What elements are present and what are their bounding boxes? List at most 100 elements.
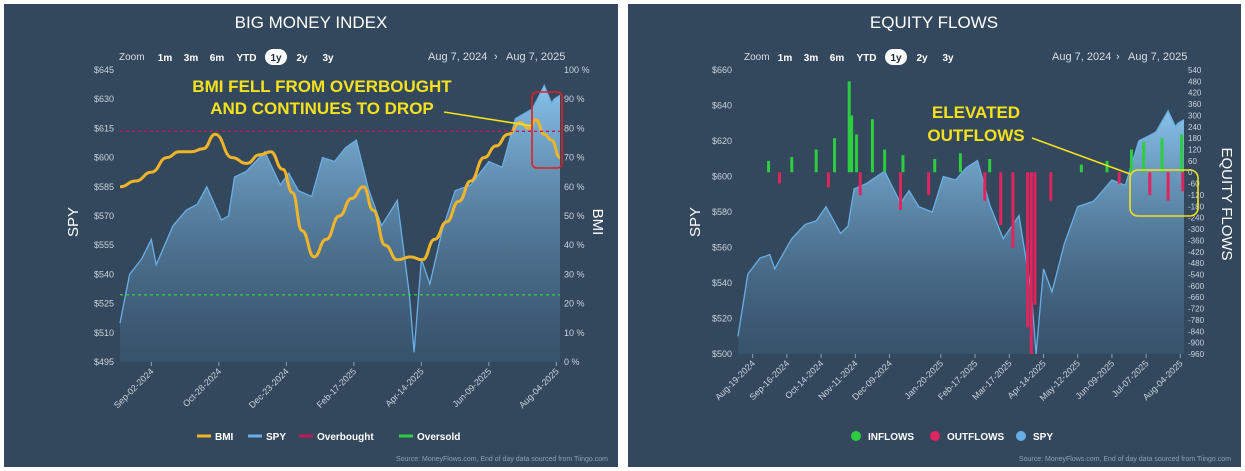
y-left-tick-label: $540 — [94, 269, 114, 279]
zoom-selector: Zoom 1m 3m 6m YTD 1y 2y 3y — [744, 49, 954, 65]
legend-item-spy[interactable]: SPY — [266, 432, 286, 443]
zoom-option-2y[interactable]: 2y — [296, 53, 308, 64]
left-axis-title: SPY — [65, 207, 82, 237]
y-right-tick-label: 60 — [1188, 157, 1197, 166]
series-inflows-bar — [1142, 141, 1146, 173]
series-outflows-bar — [927, 172, 931, 195]
source-note: Source: MoneyFlows.com, End of day data … — [396, 456, 608, 463]
series-outflows-bar — [999, 172, 1003, 226]
series-outflows-bar — [778, 172, 782, 184]
series-outflows-bar — [1117, 172, 1121, 184]
equity-flows-chart-panel: EQUITY FLOWS Zoom 1m 3m 6m YTD 1y 2y 3y Aug 7,… — [628, 4, 1241, 467]
y-right-tick-label: -600 — [1188, 282, 1205, 291]
legend-item-inflows[interactable]: INFLOWS — [868, 432, 914, 443]
y-left-tick-label: $540 — [712, 278, 732, 288]
y-right-tick-label: 70 % — [564, 153, 585, 163]
y-right-tick-label: -660 — [1188, 293, 1205, 302]
series-inflows-bar — [988, 158, 992, 173]
series-inflows-bar — [855, 134, 859, 173]
zoom-option-6m[interactable]: 6m — [830, 53, 845, 64]
y-right-tick-label: 50 % — [564, 211, 585, 221]
series-inflows-bar — [1180, 134, 1184, 173]
zoom-option-2y[interactable]: 2y — [916, 53, 928, 64]
y-left-tick-label: $645 — [94, 65, 114, 75]
zoom-option-3m[interactable]: 3m — [184, 53, 199, 64]
zoom-label: Zoom — [119, 52, 145, 63]
date-to[interactable]: Aug 7, 2025 — [1128, 51, 1187, 63]
y-right-tick-label: -300 — [1188, 225, 1205, 234]
x-tick-label: Apr-14-2025 — [383, 366, 425, 408]
y-right-tick-label: -120 — [1188, 191, 1205, 200]
y-left-tick-label: $660 — [712, 65, 732, 75]
zoom-option-6m[interactable]: 6m — [210, 53, 225, 64]
zoom-option-3y[interactable]: 3y — [942, 53, 954, 64]
zoom-option-1m[interactable]: 1m — [778, 53, 793, 64]
chart-title: BIG MONEY INDEX — [235, 13, 388, 32]
series-inflows-bar — [790, 157, 794, 173]
legend-item-outflows[interactable]: OUTFLOWS — [947, 432, 1005, 443]
series-inflows-bar — [1129, 149, 1133, 173]
date-arrow: › — [494, 51, 498, 63]
y-right-tick-label: 480 — [1188, 77, 1202, 86]
bmi-chart-svg: BIG MONEY INDEX Zoom 1m 3m 6m YTD 1y 2y 3y Aug… — [65, 13, 608, 463]
left-axis-title: SPY — [687, 207, 704, 237]
zoom-option-ytd[interactable]: YTD — [237, 53, 257, 64]
series-outflows-bar — [1029, 172, 1033, 354]
series-inflows-bar — [870, 119, 874, 173]
series-inflows-bar — [833, 138, 837, 173]
x-tick-label: Sep-02-2024 — [112, 366, 156, 410]
y-right-tick-label: 100 % — [564, 65, 590, 75]
series-inflows-bar — [847, 81, 851, 173]
legend: INFLOWS OUTFLOWS SPY — [851, 431, 1053, 443]
y-right-tick-label: -60 — [1188, 180, 1200, 189]
series-inflows-bar — [883, 149, 887, 173]
y-right-tick-label: -420 — [1188, 248, 1205, 257]
y-left-tick-label: $520 — [712, 314, 732, 324]
y-right-tick-label: 0 — [1188, 168, 1193, 177]
series-inflows-bar — [1160, 138, 1164, 173]
zoom-option-3y[interactable]: 3y — [322, 53, 334, 64]
zoom-option-1m[interactable]: 1m — [158, 53, 173, 64]
legend-item-overbought[interactable]: Overbought — [317, 432, 374, 443]
series-outflows-bar — [1181, 172, 1185, 192]
y-right-tick-label: -780 — [1188, 316, 1205, 325]
zoom-option-3m[interactable]: 3m — [804, 53, 819, 64]
y-right-tick-label: -360 — [1188, 236, 1205, 245]
y-right-tick-label: 80 % — [564, 123, 585, 133]
zoom-option-1y[interactable]: 1y — [270, 53, 282, 64]
legend-item-oversold[interactable]: Oversold — [417, 432, 460, 443]
series-inflows-bar — [1105, 160, 1109, 173]
x-tick-label: Oct-28-2024 — [181, 366, 223, 408]
y-left-tick-label: $640 — [712, 101, 732, 111]
y-left-tick-label: $525 — [94, 299, 114, 309]
annotation-pointer — [1031, 137, 1131, 175]
date-to[interactable]: Aug 7, 2025 — [506, 51, 565, 63]
zoom-option-1y[interactable]: 1y — [890, 53, 902, 64]
date-range[interactable]: Aug 7, 2024 › Aug 7, 2025 — [428, 51, 565, 63]
x-tick-label: Feb-17-2025 — [315, 366, 359, 410]
date-from[interactable]: Aug 7, 2024 — [428, 51, 487, 63]
y-right-tick-label: -720 — [1188, 305, 1205, 314]
zoom-option-ytd[interactable]: YTD — [857, 53, 877, 64]
series-inflows-bar — [933, 158, 937, 173]
legend-item-bmi[interactable]: BMI — [215, 432, 234, 443]
chart-title: EQUITY FLOWS — [870, 13, 998, 32]
legend-item-spy[interactable]: SPY — [1033, 432, 1053, 443]
y-right-tick-label: 240 — [1188, 123, 1202, 132]
legend: BMI SPY Overbought Oversold — [197, 432, 460, 443]
y-left-tick-label: $495 — [94, 357, 114, 367]
y-right-tick-label: -540 — [1188, 270, 1205, 279]
y-right-tick-label: -180 — [1188, 202, 1205, 211]
date-arrow: › — [1116, 51, 1120, 63]
y-right-tick-label: 30 % — [564, 269, 585, 279]
y-right-tick-label: -900 — [1188, 339, 1205, 348]
date-from[interactable]: Aug 7, 2024 — [1052, 51, 1111, 63]
y-right-tick-label: -960 — [1188, 350, 1205, 359]
series-inflows-bar — [1079, 164, 1083, 173]
y-left-tick-label: $560 — [712, 243, 732, 253]
y-right-tick-label: -240 — [1188, 214, 1205, 223]
series-outflows-bar — [1011, 172, 1015, 248]
y-left-tick-label: $615 — [94, 123, 114, 133]
x-tick-label: Jun-09-2025 — [450, 366, 493, 409]
date-range[interactable]: Aug 7, 2024 › Aug 7, 2025 — [1052, 51, 1187, 63]
